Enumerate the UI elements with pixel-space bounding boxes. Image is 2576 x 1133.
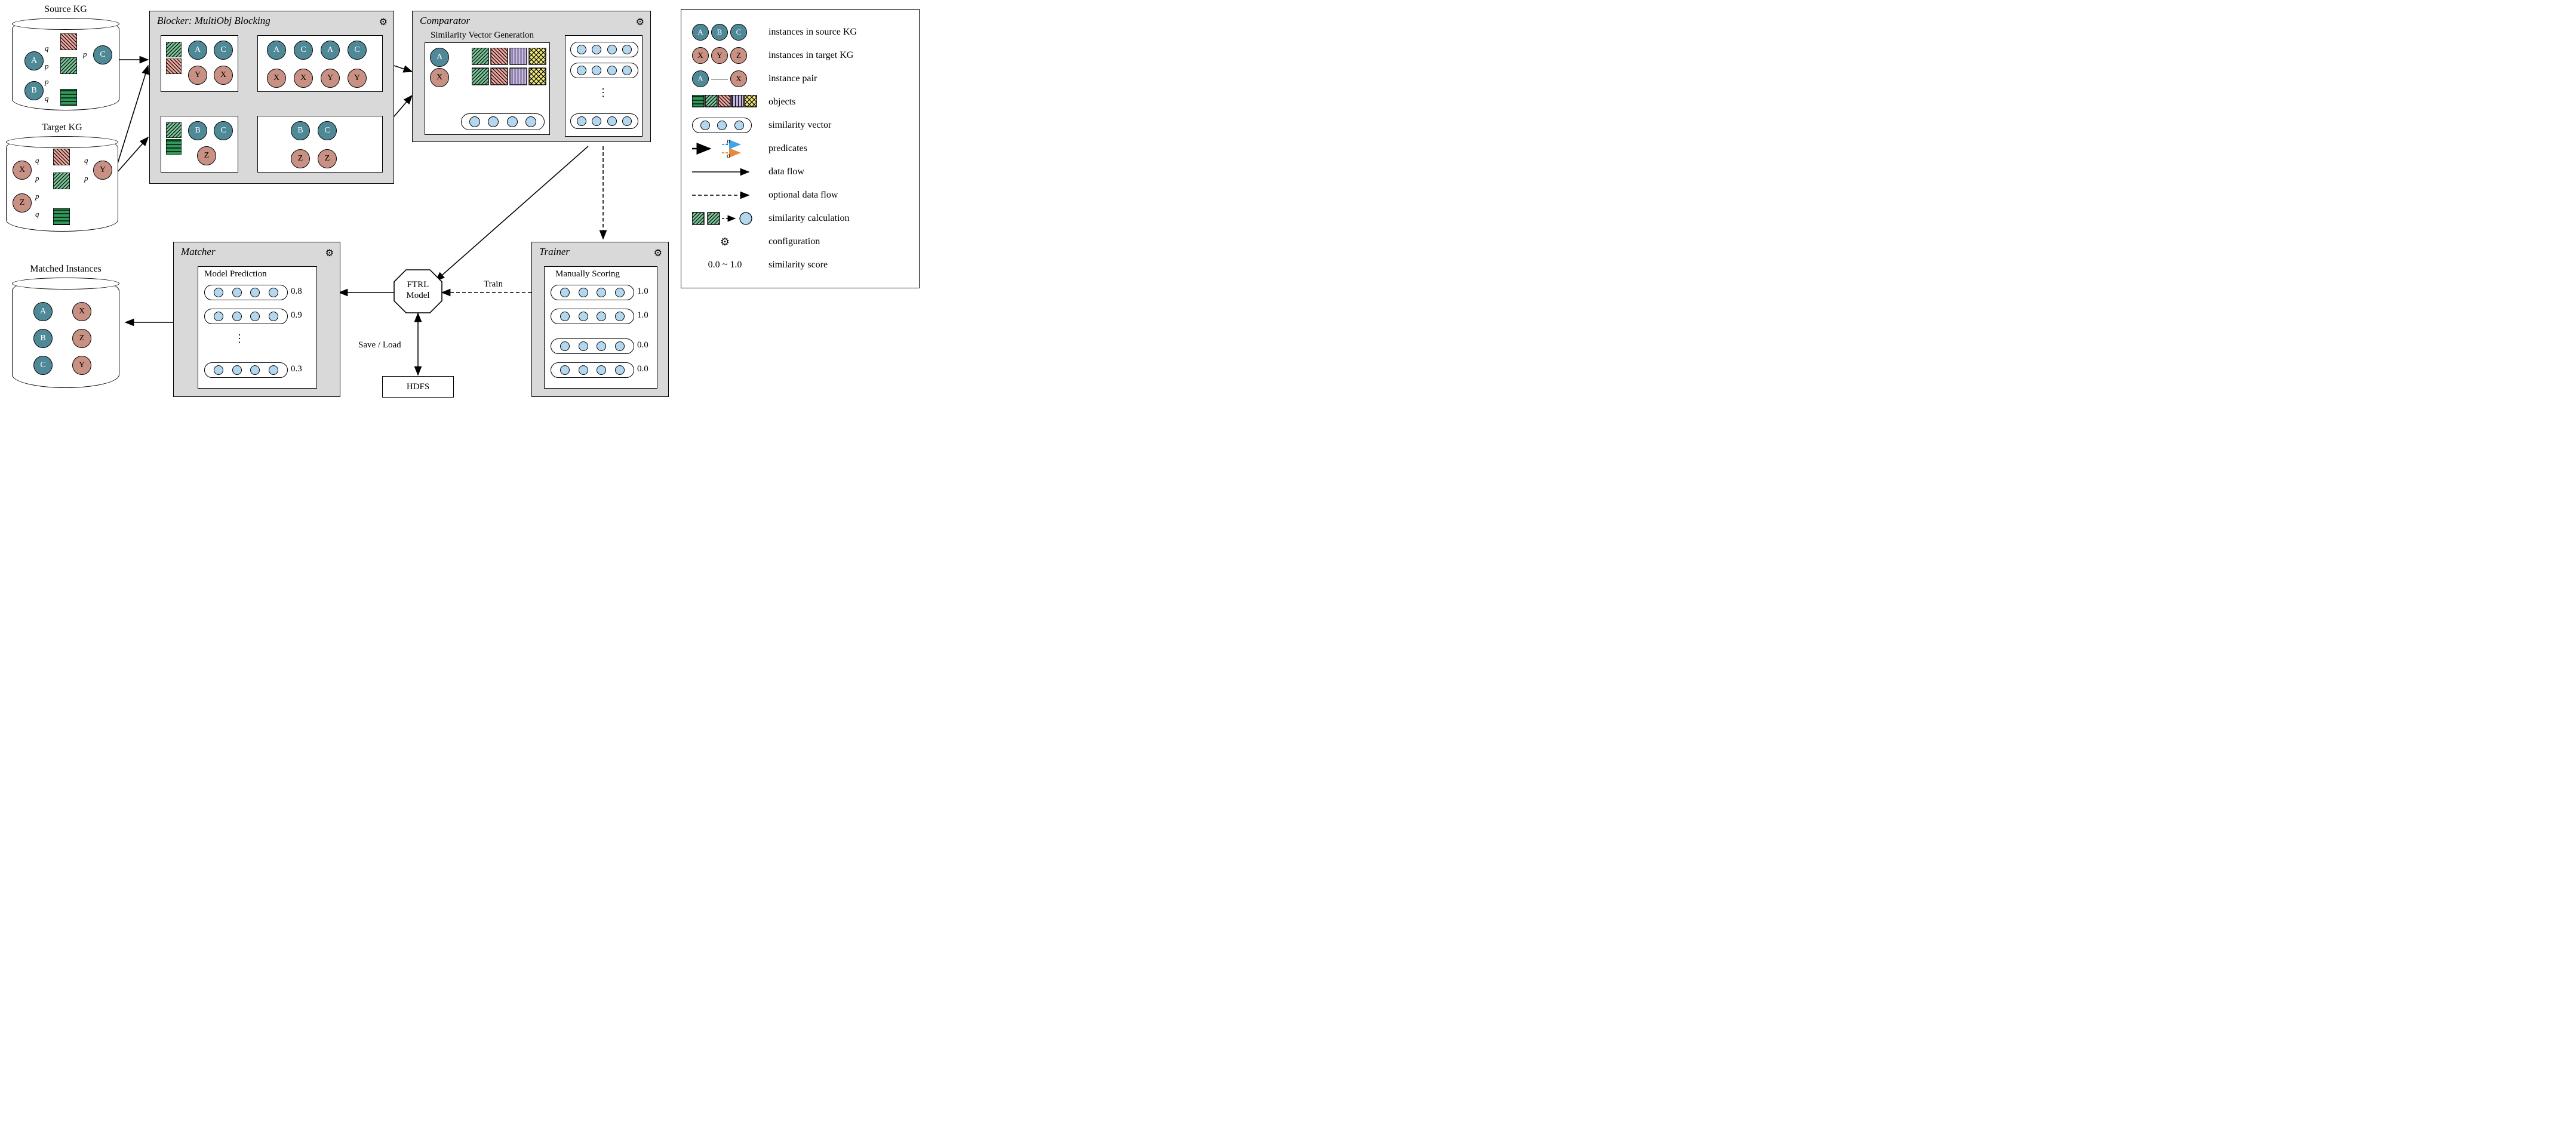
- simvec-list-box: ⋮: [565, 35, 643, 137]
- target-kg-title: Target KG: [7, 122, 118, 133]
- train-label: Train: [484, 279, 503, 290]
- legend-row-src: A B C instances in source KG: [692, 23, 908, 41]
- matcher-panel: Matcher ⚙ Model Prediction 0.8 0.9 ⋮ 0.3: [173, 242, 340, 397]
- source-node-c: C: [93, 45, 112, 64]
- simvec-output-pill: [461, 113, 545, 130]
- comparator-panel: Comparator ⚙ Similarity Vector Generatio…: [412, 11, 651, 142]
- target-kg-cylinder: Target KG X Y Z q p q p p q: [6, 136, 118, 232]
- target-node-x: X: [13, 161, 32, 180]
- score-2: 0.3: [291, 364, 302, 374]
- target-node-z: Z: [13, 193, 32, 213]
- svg-text:q: q: [727, 151, 730, 158]
- matched-cylinder: Matched Instances A X B Z C Y: [12, 278, 119, 388]
- score-0: 0.8: [291, 287, 302, 297]
- svg-text:p: p: [726, 140, 730, 145]
- source-node-b: B: [24, 81, 44, 100]
- legend-row-predicates: p q predicates: [692, 140, 908, 158]
- gear-icon: ⚙: [654, 247, 662, 259]
- blocker-block2-in: B C Z: [161, 116, 238, 173]
- source-kg-title: Source KG: [13, 4, 119, 15]
- trainer-panel: Trainer ⚙ Manually Scoring 1.0 1.0 0.0 0…: [531, 242, 669, 397]
- legend-row-config: ⚙configuration: [692, 233, 908, 251]
- comparator-title: Comparator: [420, 15, 470, 27]
- legend-row-objects: objects: [692, 93, 908, 111]
- ftrl-label: FTRL Model: [401, 279, 435, 301]
- gear-icon: ⚙: [636, 16, 644, 28]
- legend-row-pair: A X instance pair: [692, 70, 908, 88]
- model-prediction-box: Model Prediction 0.8 0.9 ⋮ 0.3: [198, 266, 317, 389]
- gear-icon: ⚙: [325, 247, 334, 259]
- trainer-subtitle: Manually Scoring: [555, 269, 620, 279]
- target-node-y: Y: [93, 161, 112, 180]
- legend-row-tgt: X Y Z instances in target KG: [692, 47, 908, 64]
- blocker-panel: Blocker: MultiObj Blocking ⚙ A C Y X A C…: [149, 11, 394, 184]
- manual-scoring-box: Manually Scoring 1.0 1.0 0.0 0.0: [544, 266, 657, 389]
- matched-title: Matched Instances: [13, 264, 119, 275]
- source-node-a: A: [24, 51, 44, 70]
- legend-row-simvec: similarity vector: [692, 116, 908, 134]
- source-kg-cylinder: Source KG A B C q p p p q: [12, 18, 119, 110]
- blocker-title: Blocker: MultiObj Blocking: [157, 15, 270, 27]
- legend-row-dataflow: data flow: [692, 163, 908, 181]
- comparator-subtitle: Similarity Vector Generation: [431, 30, 534, 41]
- legend-row-simcalc: similarity calculation: [692, 210, 908, 227]
- hdfs-box: HDFS: [382, 376, 454, 398]
- matcher-subtitle: Model Prediction: [204, 269, 267, 279]
- gear-icon: ⚙: [379, 16, 388, 28]
- trainer-title: Trainer: [539, 246, 570, 258]
- blocker-block2-out: B C Z Z: [257, 116, 383, 173]
- matcher-title: Matcher: [181, 246, 216, 258]
- saveload-label: Save / Load: [358, 340, 401, 350]
- legend-panel: A B C instances in source KG X Y Z insta…: [681, 9, 920, 288]
- blocker-block1-in: A C Y X: [161, 35, 238, 92]
- simvec-gen-box: A X: [425, 42, 550, 135]
- legend-row-simscore: 0.0 ~ 1.0similarity score: [692, 256, 908, 274]
- legend-row-optflow: optional data flow: [692, 186, 908, 204]
- score-1: 0.9: [291, 310, 302, 321]
- blocker-block1-out: A C A C X X Y Y: [257, 35, 383, 92]
